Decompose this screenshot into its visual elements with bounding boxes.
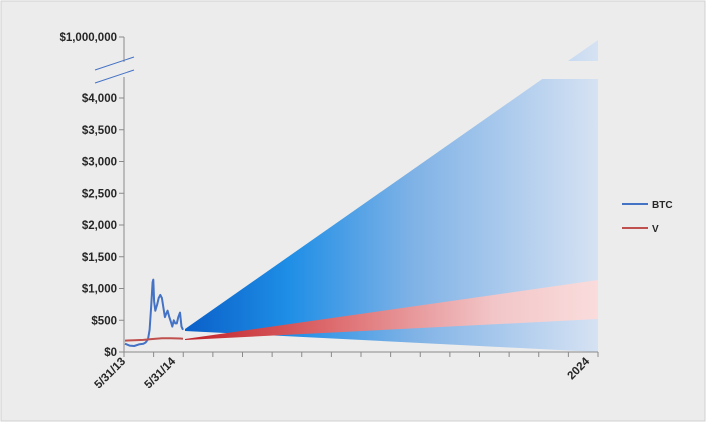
y-axis-ticks: $0 $500 $1,000 $1,500 $2,000 $2,500 $3,000 $3,5… — [59, 32, 124, 359]
axis-break-mask — [52, 56, 132, 82]
legend: BTC V — [622, 200, 673, 235]
axis-break-mark-upper — [94, 56, 135, 71]
y-tick-label: $0 — [104, 347, 117, 359]
series-line-v — [124, 337, 184, 342]
legend-label-v: V — [652, 224, 659, 235]
y-tick-label: $4,000 — [82, 93, 117, 105]
legend-label-btc: BTC — [652, 200, 673, 211]
series-line-btc — [124, 278, 184, 347]
y-tick-label: $3,500 — [82, 125, 117, 137]
axis-break-mark-lower — [94, 69, 135, 84]
series-lines — [124, 278, 184, 347]
axis-break-band — [124, 61, 604, 79]
v-projection-cone — [185, 280, 598, 340]
y-tick-label: $2,500 — [82, 188, 117, 200]
y-tick-label: $1,000 — [82, 284, 117, 296]
y-tick-label: $1,000,000 — [59, 32, 117, 44]
y-tick-label: $2,000 — [82, 220, 117, 232]
y-tick-label: $500 — [91, 315, 117, 327]
y-tick-label: $3,000 — [82, 157, 117, 169]
y-tick-label: $1,500 — [82, 252, 117, 264]
btc-projection-cone — [185, 40, 598, 352]
